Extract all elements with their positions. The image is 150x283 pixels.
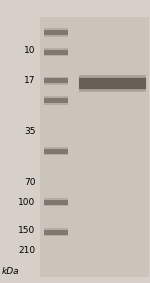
Bar [44,147,68,149]
Bar [80,78,146,89]
Bar [44,235,68,236]
Text: 35: 35 [24,127,35,136]
Bar [44,149,68,154]
Bar [44,55,68,56]
Text: kDa: kDa [2,267,19,276]
Bar [44,77,68,78]
Text: 150: 150 [18,226,35,235]
Bar [44,30,68,35]
Bar [44,48,68,50]
FancyBboxPatch shape [79,77,146,90]
Bar [44,50,68,55]
Bar [44,83,68,85]
Bar [44,230,68,235]
Bar [44,154,68,155]
Bar [80,89,146,92]
Bar [44,78,68,83]
Bar [44,198,68,200]
Bar [44,205,68,206]
Bar [44,228,68,230]
Bar [44,97,68,98]
Text: 17: 17 [24,76,35,85]
Text: 100: 100 [18,198,35,207]
Bar [80,75,146,78]
Bar [44,29,68,30]
Bar [44,98,68,103]
Text: 10: 10 [24,46,35,55]
Text: 70: 70 [24,178,35,187]
Bar [44,35,68,37]
Text: 210: 210 [18,246,35,255]
Bar [44,200,68,205]
FancyBboxPatch shape [40,17,148,277]
Bar [44,103,68,104]
